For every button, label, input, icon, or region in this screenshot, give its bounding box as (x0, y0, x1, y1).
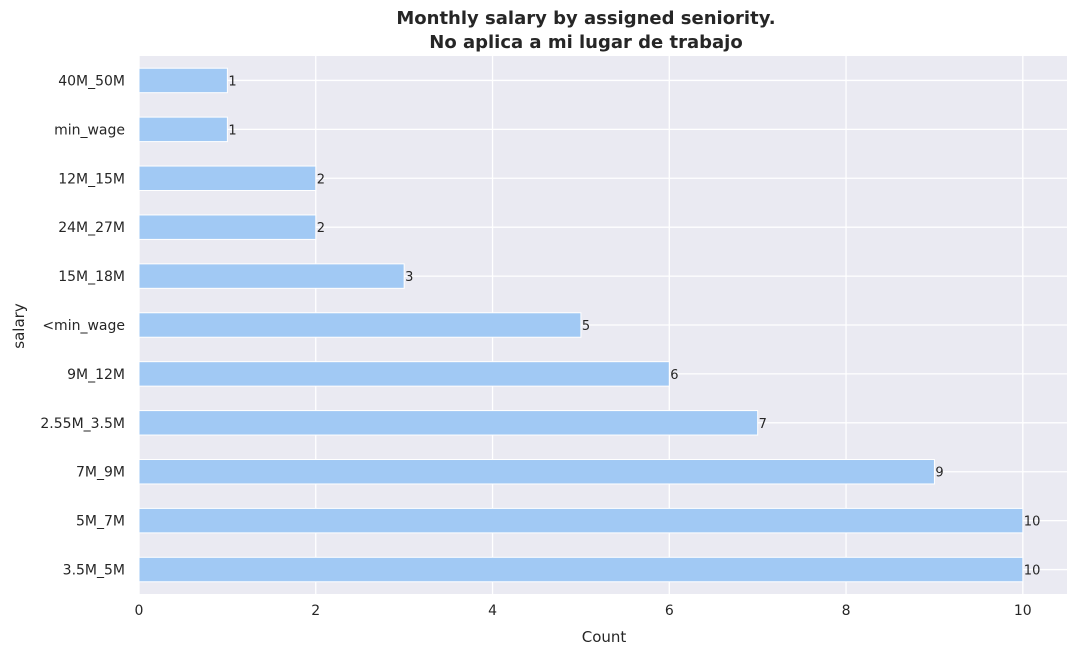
bar-7M_9M (138, 459, 935, 485)
y-tick-label: <min_wage (42, 318, 125, 334)
x-tick-label: 2 (311, 603, 320, 619)
x-tick-label: 10 (1014, 603, 1032, 619)
bar-value-label: 7 (759, 417, 767, 432)
bar-value-label: 9 (935, 466, 943, 481)
bar-value-label: 6 (670, 368, 678, 383)
bar-12M_15M (138, 165, 317, 192)
y-tick-label: 15M_18M (58, 269, 125, 285)
y-tick-label: 40M_50M (58, 73, 125, 89)
y-tick-label: 2.55M_3.5M (40, 416, 125, 432)
x-tick-label: 6 (665, 603, 674, 619)
data-labels: 1 1 2 2 3 5 6 7 9 10 10 (228, 74, 1040, 578)
bar-40M_50M (138, 67, 228, 94)
x-axis-label: Count (582, 628, 627, 646)
x-tick-label: 4 (488, 603, 497, 619)
y-tick-label: 12M_15M (58, 171, 125, 187)
bar-value-label: 3 (405, 270, 413, 285)
y-tick-label: 24M_27M (58, 220, 125, 236)
bar-15M_18M (138, 263, 405, 289)
bar-value-label: 10 (1024, 515, 1041, 530)
y-tick-label: 7M_9M (76, 465, 125, 481)
x-tick-label: 0 (135, 603, 144, 619)
bar-<min_wage (138, 312, 582, 338)
bar-min_wage (138, 116, 228, 143)
y-tick-labels: 40M_50M min_wage 12M_15M 24M_27M 15M_18M <min… (40, 73, 125, 578)
y-tick-label: 5M_7M (76, 514, 125, 530)
bar-value-label: 1 (228, 74, 236, 89)
bar-value-label: 10 (1024, 564, 1041, 579)
y-tick-label: 9M_12M (67, 367, 125, 383)
y-tick-label: 3.5M_5M (63, 563, 125, 579)
bar-value-label: 2 (317, 172, 325, 187)
bar-9M_12M (138, 361, 670, 387)
bar-24M_27M (138, 214, 317, 240)
chart-subtitle: No aplica a mi lugar de trabajo (429, 32, 742, 53)
bar-3.5M_5M (138, 556, 1024, 583)
x-tick-label: 8 (842, 603, 851, 619)
bars (138, 67, 1024, 583)
bar-value-label: 5 (582, 319, 590, 334)
x-tick-labels: 0 2 4 6 8 10 (135, 603, 1032, 619)
bar-2.55M_3.5M (138, 410, 759, 436)
bar-5M_7M (138, 507, 1024, 534)
y-axis-label: salary (10, 303, 28, 349)
bar-value-label: 1 (228, 123, 236, 138)
chart-title: Monthly salary by assigned seniority. (396, 8, 775, 29)
bar-value-label: 2 (317, 221, 325, 236)
y-tick-label: min_wage (54, 122, 125, 138)
